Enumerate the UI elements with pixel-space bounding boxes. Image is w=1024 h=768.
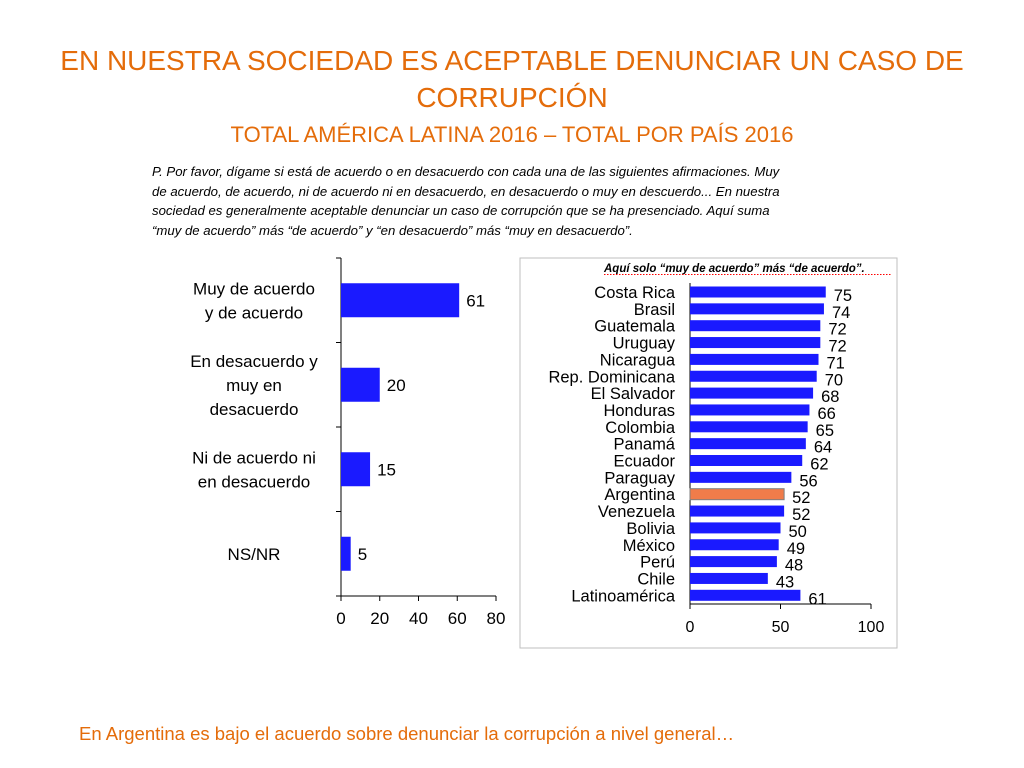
right-chart-frame [519, 257, 898, 649]
right-chart-note: Aquí solo “muy de acuerdo” más “de acuer… [603, 263, 865, 275]
left-bar [341, 452, 371, 487]
right-category-label: Venezuela [598, 503, 676, 521]
right-bar [690, 421, 808, 433]
right-bar [690, 286, 826, 298]
right-category-label: Argentina [604, 486, 675, 504]
right-bar-value: 74 [832, 304, 850, 322]
right-category-label: Ecuador [614, 453, 676, 471]
right-bar-value: 49 [787, 540, 805, 558]
left-bar-value: 5 [358, 545, 367, 564]
right-bar-value: 52 [792, 506, 810, 524]
slide-title: EN NUESTRA SOCIEDAD ES ACEPTABLE DENUNCI… [60, 45, 964, 113]
left-x-tick-label: 20 [370, 609, 389, 628]
right-x-tick-label: 100 [858, 619, 885, 636]
left-category-label: en desacuerdo [198, 472, 310, 491]
right-bar [690, 589, 801, 601]
right-bar-value: 62 [810, 456, 828, 474]
left-category-label: muy en [226, 376, 282, 395]
right-category-label: Latinoamérica [571, 587, 675, 605]
left-x-tick-label: 60 [448, 609, 467, 628]
right-bar [690, 539, 779, 551]
right-bar-value: 61 [808, 590, 826, 608]
left-bar [341, 367, 380, 402]
left-x-tick-label: 80 [487, 609, 506, 628]
left-category-label: En desacuerdo y [190, 352, 318, 371]
right-bar [690, 320, 821, 332]
right-category-label: Chile [637, 570, 675, 588]
left-category-label: y de acuerdo [205, 303, 303, 322]
left-x-tick-label: 40 [409, 609, 428, 628]
left-bar-value: 61 [466, 291, 485, 310]
right-category-label: Colombia [605, 419, 676, 437]
right-bar-highlighted [689, 488, 785, 501]
right-bar [690, 455, 803, 466]
right-category-label: Guatemala [594, 318, 676, 336]
slide-subtitle: TOTAL AMÉRICA LATINA 2016 – TOTAL POR PA… [230, 122, 794, 147]
right-bar [690, 522, 781, 534]
right-bar-value: 48 [785, 557, 803, 575]
right-bar-chart: Aquí solo “muy de acuerdo” más “de acuer… [519, 257, 898, 649]
left-bar-chart: 0 20 40 60 80 61 Muy de acuerdo y de acuerdo 20 E… [190, 257, 506, 628]
right-bar [690, 303, 824, 315]
left-category-label: desacuerdo [210, 400, 299, 419]
right-category-label: El Salvador [591, 385, 676, 403]
left-category-label: Muy de acuerdo [193, 279, 315, 298]
right-bar-value: 66 [817, 405, 835, 423]
right-bar-value: 75 [834, 287, 852, 305]
right-bar-value: 56 [799, 472, 817, 490]
right-category-label: Brasil [634, 301, 675, 319]
right-bar-value: 64 [814, 439, 832, 457]
right-bar [690, 505, 785, 517]
right-category-label: Costa Rica [594, 284, 676, 302]
right-bar [690, 471, 792, 483]
right-bar [690, 337, 821, 349]
right-category-label: Honduras [603, 402, 675, 420]
right-category-label: México [623, 537, 675, 555]
right-bar-value: 52 [792, 489, 810, 507]
right-category-label: Perú [640, 554, 675, 572]
right-bar-value: 71 [827, 354, 845, 372]
question-text: P. Por favor, dígame si está de acuerdo … [152, 162, 792, 240]
right-bar [690, 438, 806, 450]
left-category-label: Ni de acuerdo ni [192, 448, 316, 467]
left-bar-value: 20 [387, 376, 406, 395]
right-bar [690, 404, 810, 416]
right-bar-value: 50 [789, 523, 807, 541]
right-category-label: Bolivia [626, 520, 675, 538]
right-category-label: Paraguay [604, 469, 675, 487]
slide-footer: En Argentina es bajo el acuerdo sobre de… [79, 723, 735, 744]
right-bar [690, 387, 814, 399]
left-bar [341, 536, 351, 571]
question-paragraph: P. Por favor, dígame si está de acuerdo … [152, 164, 780, 238]
right-category-label: Panamá [614, 436, 676, 454]
right-bar-value: 72 [828, 321, 846, 339]
left-bar-value: 15 [377, 460, 396, 479]
right-x-tick-label: 50 [772, 619, 790, 636]
right-bar-value: 65 [816, 422, 834, 440]
right-bar [690, 556, 777, 568]
left-x-tick-label: 0 [336, 609, 345, 628]
right-category-label: Rep. Dominicana [548, 368, 675, 386]
right-category-label: Nicaragua [600, 351, 676, 369]
right-bar [690, 370, 817, 382]
right-bar [690, 353, 819, 365]
right-bar-value: 68 [821, 388, 839, 406]
right-bar-value: 72 [828, 338, 846, 356]
right-category-label: Uruguay [613, 335, 676, 353]
right-bar-value: 43 [776, 573, 794, 591]
right-bar-value: 70 [825, 371, 843, 389]
left-bar [341, 283, 460, 318]
left-category-label: NS/NR [228, 545, 281, 564]
right-x-tick-label: 0 [686, 619, 695, 636]
right-bar [690, 572, 768, 584]
